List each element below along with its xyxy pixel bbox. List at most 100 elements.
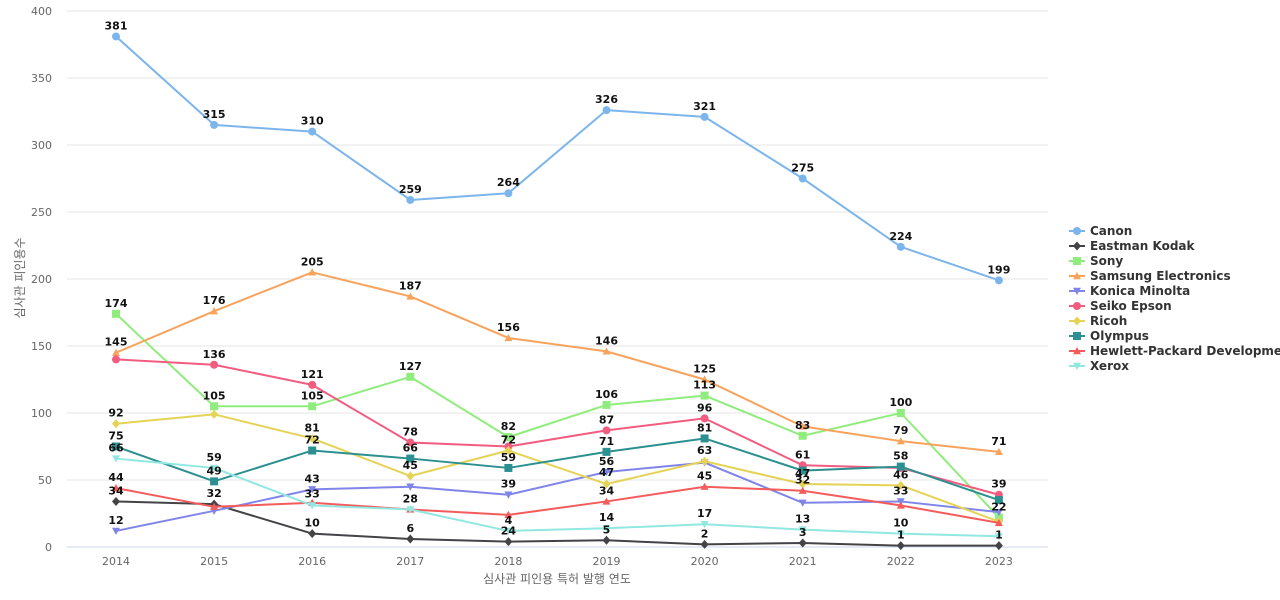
data-point[interactable] (700, 456, 709, 466)
data-point[interactable] (308, 446, 317, 455)
data-point[interactable] (112, 484, 120, 492)
data-point[interactable] (308, 529, 317, 539)
data-point[interactable] (700, 375, 709, 383)
legend-item[interactable]: Konica Minolta (1069, 284, 1190, 298)
legend-item[interactable]: Seiko Epson (1069, 299, 1172, 313)
legend-item[interactable]: Ricoh (1069, 314, 1127, 328)
data-point[interactable] (406, 534, 415, 544)
data-point[interactable] (700, 521, 709, 529)
data-point[interactable] (112, 355, 120, 364)
data-point[interactable] (406, 483, 415, 491)
data-point[interactable] (602, 479, 611, 489)
data-point[interactable] (210, 120, 219, 129)
data-point[interactable] (308, 127, 317, 136)
data-point[interactable] (308, 502, 317, 510)
legend-item[interactable]: Hewlett-Packard Development (1069, 344, 1280, 358)
data-point[interactable] (700, 391, 709, 400)
data-point[interactable] (700, 482, 709, 490)
data-point[interactable] (406, 454, 415, 463)
data-point[interactable] (210, 307, 219, 315)
data-point[interactable] (210, 360, 219, 369)
data-point[interactable] (602, 535, 611, 545)
legend-item[interactable]: Eastman Kodak (1069, 239, 1196, 253)
data-point[interactable] (406, 471, 415, 481)
data-point[interactable] (700, 414, 709, 423)
data-point[interactable] (602, 497, 611, 505)
legend-item[interactable]: Samsung Electronics (1069, 269, 1231, 283)
data-point[interactable] (896, 501, 905, 509)
data-point[interactable] (112, 32, 120, 41)
data-point[interactable] (406, 195, 415, 204)
data-point[interactable] (602, 400, 611, 409)
data-point[interactable] (896, 480, 905, 490)
data-point[interactable] (504, 537, 513, 547)
data-point[interactable] (798, 422, 807, 430)
data-point[interactable] (308, 268, 317, 276)
data-point[interactable] (798, 431, 807, 440)
data-point[interactable] (210, 477, 219, 486)
data-point[interactable] (602, 347, 611, 355)
data-point[interactable] (112, 496, 120, 506)
data-point[interactable] (406, 438, 415, 447)
data-point[interactable] (798, 486, 807, 494)
legend-item[interactable]: Canon (1069, 224, 1132, 238)
data-point[interactable] (700, 112, 709, 121)
data-point[interactable] (504, 333, 513, 342)
data-point[interactable] (896, 462, 905, 471)
data-point[interactable] (896, 242, 905, 251)
data-point[interactable] (112, 348, 120, 356)
data-point[interactable] (994, 541, 1003, 551)
data-point[interactable] (504, 510, 513, 519)
legend-item[interactable]: Olympus (1069, 329, 1149, 343)
data-point[interactable] (308, 402, 317, 411)
data-point[interactable] (504, 463, 513, 472)
data-point[interactable] (504, 189, 513, 198)
data-point[interactable] (112, 527, 120, 535)
data-point[interactable] (994, 508, 1003, 517)
data-point[interactable] (896, 409, 905, 417)
data-point[interactable] (308, 486, 317, 494)
data-point[interactable] (994, 533, 1003, 541)
data-point[interactable] (308, 433, 317, 443)
data-point[interactable] (602, 106, 611, 115)
data-point[interactable] (896, 530, 905, 538)
data-point[interactable] (210, 464, 219, 472)
data-point[interactable] (896, 437, 905, 445)
data-point[interactable] (700, 539, 709, 549)
data-point[interactable] (994, 276, 1003, 285)
data-point[interactable] (504, 527, 513, 535)
data-point[interactable] (112, 309, 120, 318)
data-point[interactable] (504, 491, 513, 499)
data-point[interactable] (406, 292, 415, 300)
data-point[interactable] (896, 541, 905, 551)
data-point[interactable] (210, 409, 219, 419)
data-point[interactable] (406, 506, 415, 514)
data-point[interactable] (210, 402, 219, 411)
data-point[interactable] (406, 372, 415, 381)
legend-item[interactable]: Sony (1069, 254, 1123, 268)
data-point[interactable] (798, 466, 807, 475)
data-point[interactable] (308, 380, 317, 389)
legend-marker (1073, 257, 1081, 265)
data-point[interactable] (798, 526, 807, 534)
data-label: 381 (105, 19, 128, 32)
data-point[interactable] (798, 174, 807, 183)
data-point[interactable] (210, 502, 219, 510)
data-point[interactable] (798, 538, 807, 548)
data-point[interactable] (798, 479, 807, 489)
data-point[interactable] (798, 499, 807, 507)
data-point[interactable] (602, 525, 611, 533)
data-point[interactable] (112, 442, 120, 451)
data-point[interactable] (112, 419, 120, 429)
data-point[interactable] (994, 496, 1003, 505)
data-point[interactable] (602, 447, 611, 456)
data-point[interactable] (504, 446, 513, 456)
data-point[interactable] (994, 518, 1003, 527)
data-point[interactable] (112, 455, 120, 463)
legend-item[interactable]: Xerox (1069, 359, 1129, 373)
data-point[interactable] (700, 434, 709, 443)
data-point[interactable] (602, 468, 611, 476)
data-point[interactable] (602, 426, 611, 435)
data-point[interactable] (504, 433, 513, 442)
data-point[interactable] (994, 447, 1003, 456)
